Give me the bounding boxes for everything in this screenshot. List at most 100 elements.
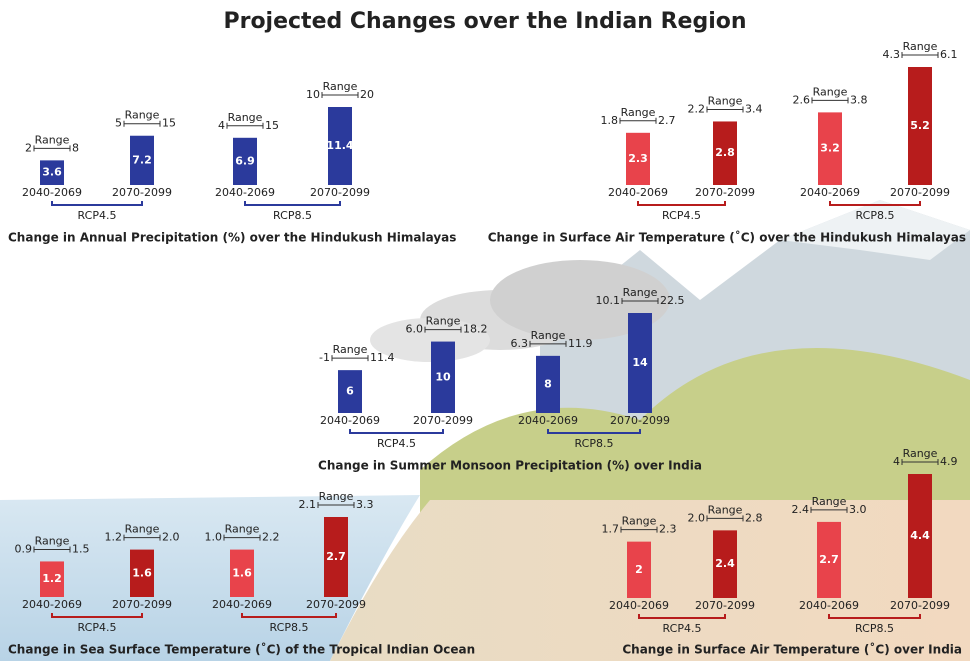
infographic: Projected Changes over the Indian Region…	[0, 0, 970, 661]
range-label: Range	[903, 40, 938, 53]
range-high: 8	[72, 141, 79, 154]
range-high: 11.9	[568, 337, 593, 350]
range-label: Range	[35, 534, 70, 547]
period-label: 2040-2069	[215, 186, 275, 199]
value-label: 10	[435, 370, 451, 383]
range-label: Range	[125, 109, 160, 122]
period-label: 2040-2069	[609, 599, 669, 612]
range-label: Range	[903, 447, 938, 460]
scenario-label: RCP8.5	[856, 209, 895, 222]
range-label: Range	[125, 523, 160, 536]
scenario-label: RCP4.5	[663, 622, 702, 635]
value-label: 1.6	[232, 566, 252, 579]
range-high: 3.8	[850, 93, 868, 106]
period-label: 2040-2069	[608, 186, 668, 199]
range-low: 6.3	[511, 337, 529, 350]
range-high: 11.4	[370, 351, 395, 364]
range-low: 2.6	[793, 93, 811, 106]
range-high: 2.7	[658, 114, 676, 127]
value-label: 3.6	[42, 166, 62, 179]
range-label: Range	[813, 85, 848, 98]
range-label: Range	[622, 515, 657, 528]
range-low: -1	[319, 351, 330, 364]
range-low: 0.9	[15, 542, 33, 555]
range-high: 18.2	[463, 323, 488, 336]
period-label: 2040-2069	[22, 598, 82, 611]
range-label: Range	[426, 315, 461, 328]
value-label: 2.7	[819, 553, 839, 566]
range-label: Range	[225, 523, 260, 536]
chart-title: Change in Surface Air Temperature (˚C) o…	[622, 642, 962, 657]
period-label: 2040-2069	[320, 414, 380, 427]
value-label: 2.8	[715, 146, 735, 159]
range-low: 5	[115, 117, 122, 130]
period-label: 2070-2099	[112, 186, 172, 199]
range-low: 10	[306, 88, 320, 101]
value-label: 11.4	[326, 139, 353, 152]
range-low: 1.8	[601, 114, 619, 127]
scenario-label: RCP4.5	[78, 621, 117, 634]
value-label: 1.6	[132, 566, 152, 579]
range-label: Range	[323, 80, 358, 93]
range-low: 10.1	[596, 294, 621, 307]
range-low: 1.2	[105, 531, 123, 544]
range-label: Range	[708, 94, 743, 107]
range-label: Range	[621, 106, 656, 119]
value-label: 4.4	[910, 529, 930, 542]
range-high: 1.5	[72, 542, 90, 555]
range-low: 4	[893, 455, 900, 468]
value-label: 3.2	[820, 142, 840, 155]
value-label: 2	[635, 563, 643, 576]
range-label: Range	[623, 286, 658, 299]
range-low: 4.3	[883, 48, 901, 61]
range-high: 15	[265, 119, 279, 132]
range-low: 1.0	[205, 531, 223, 544]
range-high: 2.0	[162, 531, 180, 544]
value-label: 14	[632, 356, 648, 369]
value-label: 2.3	[628, 152, 648, 165]
value-label: 6.9	[235, 154, 255, 167]
range-high: 2.8	[745, 511, 763, 524]
period-label: 2070-2099	[310, 186, 370, 199]
range-high: 4.9	[940, 455, 958, 468]
period-label: 2070-2099	[890, 599, 950, 612]
scenario-label: RCP8.5	[575, 437, 614, 450]
chart-title: Change in Sea Surface Temperature (˚C) o…	[8, 642, 475, 657]
range-low: 2	[25, 141, 32, 154]
value-label: 8	[544, 377, 552, 390]
chart-title: Change in Surface Air Temperature (˚C) o…	[488, 230, 966, 245]
range-high: 2.2	[262, 531, 280, 544]
range-low: 2.2	[688, 102, 706, 115]
range-label: Range	[35, 133, 70, 146]
period-label: 2070-2099	[306, 598, 366, 611]
period-label: 2070-2099	[695, 599, 755, 612]
value-label: 2.4	[715, 557, 735, 570]
range-low: 2.0	[688, 511, 706, 524]
value-label: 5.2	[910, 119, 930, 132]
scenario-label: RCP4.5	[78, 209, 117, 222]
value-label: 2.7	[326, 550, 346, 563]
range-high: 3.3	[356, 498, 374, 511]
range-high: 22.5	[660, 294, 685, 307]
period-label: 2040-2069	[800, 186, 860, 199]
range-label: Range	[319, 490, 354, 503]
value-label: 7.2	[132, 153, 152, 166]
value-label: 6	[346, 385, 354, 398]
range-label: Range	[708, 503, 743, 516]
range-label: Range	[228, 111, 263, 124]
range-high: 3.0	[849, 503, 867, 516]
scenario-label: RCP8.5	[270, 621, 309, 634]
range-label: Range	[333, 343, 368, 356]
period-label: 2040-2069	[518, 414, 578, 427]
range-high: 3.4	[745, 102, 763, 115]
range-low: 2.4	[792, 503, 810, 516]
range-high: 6.1	[940, 48, 958, 61]
period-label: 2070-2099	[890, 186, 950, 199]
range-low: 6.0	[406, 323, 424, 336]
range-low: 4	[218, 119, 225, 132]
period-label: 2040-2069	[22, 186, 82, 199]
page-title: Projected Changes over the Indian Region	[223, 9, 746, 34]
range-label: Range	[531, 329, 566, 342]
range-high: 20	[360, 88, 374, 101]
value-label: 1.2	[42, 572, 62, 585]
